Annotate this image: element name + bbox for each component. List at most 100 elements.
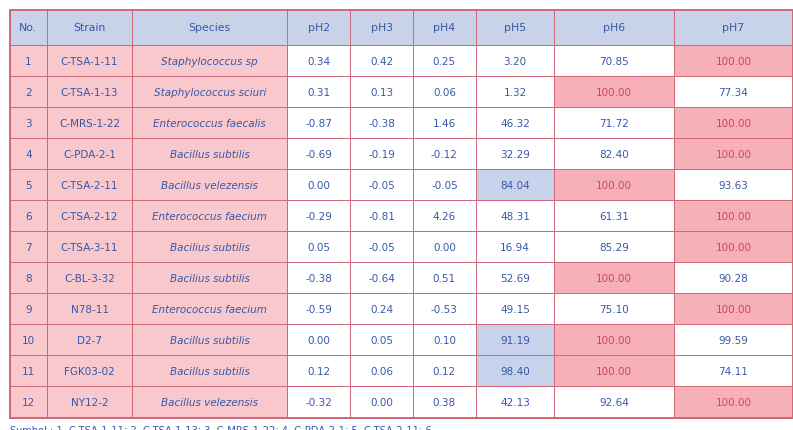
Text: -0.59: -0.59 <box>305 304 332 314</box>
Bar <box>476 263 554 294</box>
Text: 9: 9 <box>25 304 32 314</box>
Text: 0.05: 0.05 <box>370 335 393 345</box>
Text: pH6: pH6 <box>603 23 625 34</box>
Text: 4.26: 4.26 <box>433 211 456 221</box>
Bar <box>48 77 132 108</box>
Text: Bacillus subtilis: Bacillus subtilis <box>170 335 250 345</box>
Text: 100.00: 100.00 <box>715 211 751 221</box>
Bar <box>287 263 351 294</box>
Text: -0.05: -0.05 <box>368 180 395 190</box>
Text: -0.38: -0.38 <box>305 273 332 283</box>
Bar <box>413 77 476 108</box>
Bar <box>351 356 413 387</box>
Bar <box>674 263 793 294</box>
Text: 11: 11 <box>21 366 35 376</box>
Bar <box>48 263 132 294</box>
Bar <box>351 294 413 325</box>
Text: 3.20: 3.20 <box>504 56 527 67</box>
Bar <box>10 263 48 294</box>
Bar <box>132 263 287 294</box>
Text: 100.00: 100.00 <box>596 366 632 376</box>
Text: 0.05: 0.05 <box>308 242 331 252</box>
Text: 100.00: 100.00 <box>715 397 751 407</box>
Text: 32.29: 32.29 <box>500 149 530 160</box>
Bar <box>287 356 351 387</box>
Bar <box>48 139 132 170</box>
Text: 91.19: 91.19 <box>500 335 530 345</box>
Text: -0.19: -0.19 <box>368 149 395 160</box>
Text: Bacilius subtilis: Bacilius subtilis <box>170 273 250 283</box>
Text: Bacillus subtilis: Bacillus subtilis <box>170 149 250 160</box>
Bar <box>413 46 476 77</box>
Bar <box>351 46 413 77</box>
Bar <box>413 108 476 139</box>
Text: 0.00: 0.00 <box>308 335 330 345</box>
Bar <box>351 139 413 170</box>
Text: 90.28: 90.28 <box>718 273 749 283</box>
Bar <box>351 232 413 263</box>
Text: 70.85: 70.85 <box>600 56 629 67</box>
Bar <box>287 139 351 170</box>
Text: Bacillus velezensis: Bacillus velezensis <box>161 397 259 407</box>
Text: 1.46: 1.46 <box>433 118 456 129</box>
Text: C-TSA-2-12: C-TSA-2-12 <box>61 211 118 221</box>
Text: pH3: pH3 <box>370 23 393 34</box>
Bar <box>351 170 413 201</box>
Text: 85.29: 85.29 <box>599 242 629 252</box>
Bar <box>287 232 351 263</box>
Bar <box>476 201 554 232</box>
Bar <box>554 11 674 46</box>
Bar <box>554 77 674 108</box>
Text: 0.42: 0.42 <box>370 56 393 67</box>
Text: -0.29: -0.29 <box>305 211 332 221</box>
Bar <box>287 46 351 77</box>
Text: 100.00: 100.00 <box>715 242 751 252</box>
Text: 0.25: 0.25 <box>433 56 456 67</box>
Text: Species: Species <box>189 23 231 34</box>
Bar <box>48 201 132 232</box>
Text: FGK03-02: FGK03-02 <box>64 366 115 376</box>
Bar <box>674 387 793 418</box>
Bar <box>132 11 287 46</box>
Text: 0.34: 0.34 <box>307 56 331 67</box>
Bar <box>554 170 674 201</box>
Bar <box>674 356 793 387</box>
Text: C-MRS-1-22: C-MRS-1-22 <box>59 118 121 129</box>
Bar <box>48 356 132 387</box>
Text: Enterococcus faecium: Enterococcus faecium <box>152 304 267 314</box>
Bar <box>48 46 132 77</box>
Text: 16.94: 16.94 <box>500 242 530 252</box>
Text: -0.32: -0.32 <box>305 397 332 407</box>
Text: pH2: pH2 <box>308 23 330 34</box>
Text: 0.12: 0.12 <box>433 366 456 376</box>
Bar <box>476 232 554 263</box>
Bar <box>413 387 476 418</box>
Bar <box>287 294 351 325</box>
Bar <box>674 77 793 108</box>
Bar <box>351 108 413 139</box>
Bar <box>476 294 554 325</box>
Text: 100.00: 100.00 <box>715 304 751 314</box>
Text: 99.59: 99.59 <box>718 335 749 345</box>
Text: C-TSA-1-13: C-TSA-1-13 <box>61 87 118 98</box>
Bar <box>674 325 793 356</box>
Text: 100.00: 100.00 <box>715 149 751 160</box>
Bar <box>674 108 793 139</box>
Bar <box>10 108 48 139</box>
Text: pH5: pH5 <box>504 23 526 34</box>
Bar <box>48 108 132 139</box>
Bar <box>287 77 351 108</box>
Text: 8: 8 <box>25 273 32 283</box>
Bar <box>287 11 351 46</box>
Bar <box>48 170 132 201</box>
Bar <box>351 387 413 418</box>
Text: 100.00: 100.00 <box>715 56 751 67</box>
Bar <box>476 77 554 108</box>
Text: 82.40: 82.40 <box>600 149 629 160</box>
Text: 71.72: 71.72 <box>599 118 629 129</box>
Bar <box>10 356 48 387</box>
Bar <box>287 108 351 139</box>
Text: 98.40: 98.40 <box>500 366 530 376</box>
Text: 12: 12 <box>21 397 35 407</box>
Bar <box>287 325 351 356</box>
